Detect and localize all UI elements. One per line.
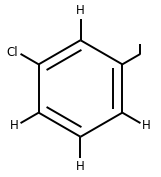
Text: Cl: Cl (6, 46, 18, 59)
Text: H: H (76, 160, 85, 173)
Text: H: H (76, 4, 85, 17)
Text: H: H (142, 119, 151, 132)
Text: H: H (10, 119, 19, 132)
